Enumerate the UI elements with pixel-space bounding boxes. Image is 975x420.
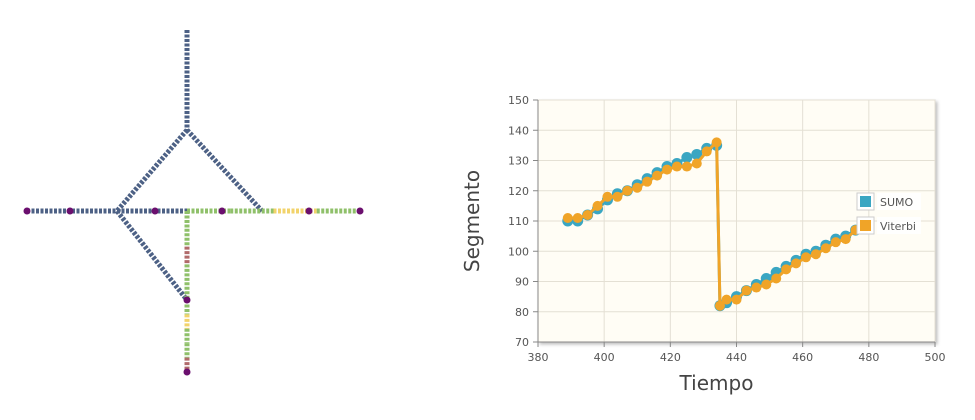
y-tick-label: 140 [508, 124, 529, 137]
x-axis-ticks: 380 400 420 440 460 480 500 [528, 342, 946, 364]
data-point [731, 294, 742, 305]
data-point [691, 148, 703, 160]
x-axis-title: Tiempo [679, 371, 754, 395]
data-point [622, 185, 633, 196]
data-point [771, 273, 782, 284]
chart-legend: SUMO Viterbi [856, 192, 921, 235]
network-nodes [23, 207, 364, 376]
network-node [151, 207, 159, 215]
y-tick-label: 150 [508, 94, 529, 107]
legend-label-bg [877, 193, 921, 210]
network-node [218, 207, 226, 215]
data-point [820, 243, 831, 254]
road-segment [115, 209, 189, 302]
legend-label: SUMO [880, 196, 914, 209]
road-network-map [23, 30, 364, 376]
network-node [183, 368, 191, 376]
data-point [642, 176, 653, 187]
x-tick-label: 420 [660, 351, 681, 364]
data-point [810, 249, 821, 260]
data-point [572, 212, 583, 223]
y-tick-label: 90 [515, 276, 529, 289]
segment-time-chart: 380 400 420 440 460 480 500 70 80 90 100 110 120 130… [460, 94, 946, 395]
road-segments [27, 30, 360, 372]
data-point [751, 282, 762, 293]
x-tick-label: 460 [792, 351, 813, 364]
x-tick-label: 440 [726, 351, 747, 364]
y-tick-label: 80 [515, 306, 529, 319]
legend-swatch [860, 196, 871, 207]
road-segment [115, 128, 189, 213]
data-point [791, 258, 802, 269]
y-tick-label: 70 [515, 336, 529, 349]
data-point [711, 137, 722, 148]
y-tick-label: 100 [508, 245, 529, 258]
data-point [830, 237, 841, 248]
data-point [681, 151, 693, 163]
data-point [721, 294, 732, 305]
data-point [662, 164, 673, 175]
data-point [781, 264, 792, 275]
x-tick-label: 380 [528, 351, 549, 364]
data-point [840, 234, 851, 245]
x-tick-label: 500 [925, 351, 946, 364]
road-segment [185, 128, 264, 213]
legend-label: Viterbi [880, 220, 916, 233]
x-tick-label: 400 [594, 351, 615, 364]
data-point [691, 158, 702, 169]
y-tick-label: 110 [508, 215, 529, 228]
data-point [592, 200, 603, 211]
y-axis-title: Segmento [460, 170, 484, 272]
data-point [701, 146, 712, 157]
network-node [356, 207, 364, 215]
y-tick-label: 120 [508, 185, 529, 198]
data-point [582, 209, 593, 220]
y-axis-ticks: 70 80 90 100 110 120 130 140 150 [508, 94, 538, 349]
data-point [602, 191, 613, 202]
data-point [652, 170, 663, 181]
data-point [681, 161, 692, 172]
series-viterbi [562, 137, 871, 311]
data-point [671, 161, 682, 172]
x-tick-label: 480 [858, 351, 879, 364]
data-point [714, 300, 725, 311]
legend-swatch [860, 220, 871, 231]
data-point [741, 285, 752, 296]
data-point [800, 252, 811, 263]
y-tick-label: 130 [508, 155, 529, 168]
network-node [66, 207, 74, 215]
network-node [23, 207, 31, 215]
data-point [632, 182, 643, 193]
data-point [612, 191, 623, 202]
network-node [183, 296, 191, 304]
legend-label-bg [877, 217, 921, 234]
network-node [305, 207, 313, 215]
data-point [761, 279, 772, 290]
data-point [562, 212, 573, 223]
